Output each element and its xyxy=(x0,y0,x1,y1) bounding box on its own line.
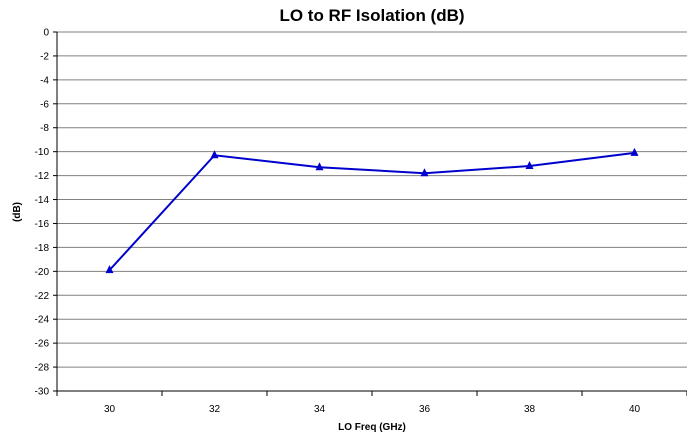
y-tick-labels: 0 -2 -4 -6 -8 -10 -12 -14 -16 -18 -20 -22 -24 -26 -28 -… xyxy=(35,28,50,398)
y-tick-label: -18 xyxy=(35,243,50,254)
series xyxy=(105,147,639,274)
y-tick-label: -24 xyxy=(35,315,50,326)
y-tick-label: -4 xyxy=(40,75,49,86)
axes xyxy=(53,31,687,396)
y-tick-label: -16 xyxy=(35,219,50,230)
x-axis-label: LO Freq (GHz) xyxy=(338,422,406,433)
y-tick-label: -30 xyxy=(35,387,50,398)
y-tick-label: -8 xyxy=(40,123,49,134)
data-point xyxy=(630,147,639,156)
y-axis-label: (dB) xyxy=(12,202,23,222)
x-tick-label: 36 xyxy=(419,404,431,415)
x-tick-label: 34 xyxy=(314,404,326,415)
x-tick-label: 32 xyxy=(209,404,221,415)
data-point xyxy=(315,162,324,171)
y-tick-label: -2 xyxy=(40,51,49,62)
y-tick-label: -14 xyxy=(35,195,50,206)
y-tick-label: -10 xyxy=(35,147,50,158)
data-point xyxy=(420,168,429,177)
x-tick-label: 30 xyxy=(104,404,116,415)
series-line xyxy=(108,151,635,271)
x-tick-label: 38 xyxy=(524,404,536,415)
data-point xyxy=(525,161,534,170)
x-tick-labels: 30 32 34 36 38 40 xyxy=(104,404,641,415)
y-tick-label: -22 xyxy=(35,291,50,302)
data-point xyxy=(105,265,114,274)
data-point xyxy=(210,150,219,159)
chart-title: LO to RF Isolation (dB) xyxy=(279,6,464,25)
y-tick-label: -20 xyxy=(35,267,50,278)
y-tick-label: -12 xyxy=(35,171,50,182)
y-tick-label: -26 xyxy=(35,339,50,350)
gridlines xyxy=(57,31,687,368)
y-tick-label: 0 xyxy=(43,28,49,39)
y-tick-label: -28 xyxy=(35,363,50,374)
y-tick-label: -6 xyxy=(40,99,49,110)
x-tick-label: 40 xyxy=(629,404,641,415)
